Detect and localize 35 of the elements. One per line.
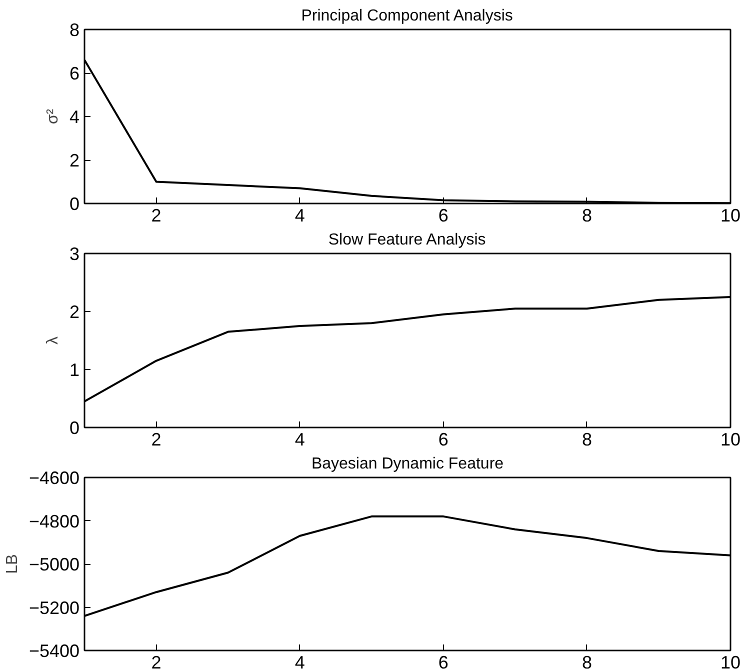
y-tick-label: 0	[69, 418, 80, 438]
x-tick-label: 2	[151, 430, 162, 450]
y-tick-label: −4800	[28, 511, 80, 532]
x-tick-label: 10	[720, 206, 741, 226]
x-tick-label: 6	[438, 430, 448, 450]
chart-title: Bayesian Dynamic Feature	[311, 456, 504, 472]
y-tick-label: 2	[69, 150, 80, 170]
y-tick-label: 3	[69, 244, 80, 264]
y-tick-label: 0	[69, 194, 80, 214]
y-tick-label: 8	[69, 20, 80, 40]
x-tick-label: 4	[294, 206, 305, 226]
x-tick-label: 8	[582, 430, 592, 450]
y-tick-label: 6	[69, 64, 80, 84]
x-tick-label: 10	[720, 430, 741, 450]
y-tick-label: −5000	[28, 554, 80, 574]
y-tick-label: 1	[69, 360, 80, 380]
y-tick-label: 2	[69, 302, 80, 322]
x-tick-label: 2	[151, 206, 162, 226]
x-tick-label: 2	[151, 652, 162, 671]
x-tick-label: 6	[438, 652, 448, 671]
y-tick-label: −5200	[28, 598, 80, 618]
y-axis-title: σ²	[44, 108, 62, 124]
x-tick-label: 8	[582, 652, 592, 671]
y-tick-label: −4600	[28, 468, 80, 488]
y-axis-title: LB	[4, 554, 21, 574]
chart-title: Slow Feature Analysis	[328, 232, 486, 248]
y-tick-label: 4	[69, 107, 80, 127]
y-tick-label: −5400	[28, 641, 80, 661]
chart-title: Principal Component Analysis	[301, 8, 513, 24]
x-tick-label: 8	[582, 206, 592, 226]
x-tick-label: 4	[294, 430, 305, 450]
x-tick-label: 4	[294, 652, 305, 671]
x-tick-label: 6	[438, 206, 448, 226]
x-tick-label: 10	[720, 652, 741, 671]
y-axis-title: λ	[44, 336, 62, 344]
